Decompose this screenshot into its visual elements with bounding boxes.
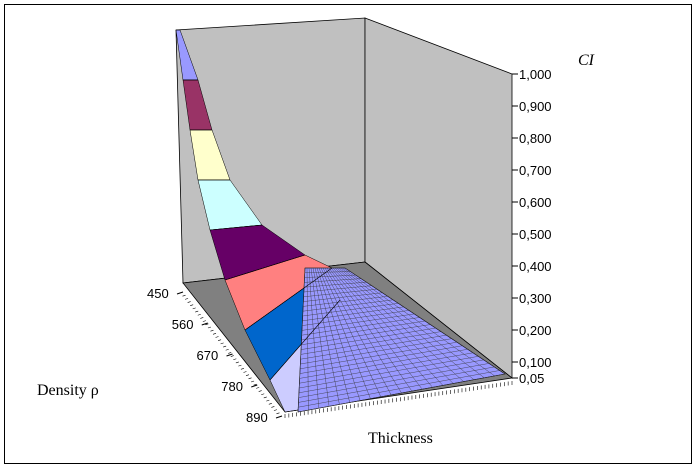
density-minor-tick <box>258 390 262 392</box>
density-tick-mark <box>226 353 233 357</box>
mesh-line <box>338 267 475 380</box>
mesh-line <box>324 267 402 394</box>
mesh-line <box>297 267 306 413</box>
density-minor-tick <box>202 320 206 322</box>
density-minor-tick <box>207 326 212 329</box>
z-tick-label: 0,700 <box>519 163 552 178</box>
z-tick-label: 1,000 <box>519 67 552 82</box>
mesh-line <box>306 267 309 411</box>
z-tick-label: 0,200 <box>519 323 552 338</box>
mesh-line <box>326 267 413 392</box>
density-minor-tick <box>276 412 280 415</box>
density-minor-tick <box>217 339 222 341</box>
ribbon-edge <box>284 409 299 413</box>
mesh-line <box>320 267 381 397</box>
ribbon-edge <box>244 267 333 331</box>
density-minor-tick <box>182 294 186 297</box>
density-tick-label: 890 <box>246 410 268 425</box>
density-minor-tick <box>248 377 252 380</box>
mesh-line <box>334 267 454 384</box>
density-minor-tick <box>243 371 247 373</box>
density-minor-tick <box>210 329 214 332</box>
z-tick-label: 0,900 <box>519 99 552 114</box>
density-tick-mark <box>251 384 258 388</box>
z-tick-label: 0,500 <box>519 227 552 242</box>
mesh-line <box>314 267 350 403</box>
mesh-line <box>318 267 371 399</box>
mesh-line <box>328 267 423 390</box>
density-minor-tick <box>184 298 189 300</box>
density-minor-tick <box>233 358 237 361</box>
mesh-line <box>308 267 319 409</box>
density-minor-tick <box>261 393 265 396</box>
density-minor-tick <box>223 345 227 348</box>
ribbon-edge <box>269 299 341 381</box>
mesh-line <box>332 267 444 386</box>
z-tick-label: 0,600 <box>519 195 552 210</box>
mesh-line <box>330 267 433 388</box>
density-minor-tick <box>263 396 267 399</box>
mesh-line <box>310 267 330 407</box>
z-tick-label: 0,05 <box>519 371 544 386</box>
density-minor-tick <box>195 310 199 313</box>
mesh-line <box>340 267 485 378</box>
density-tick-mark <box>201 322 208 326</box>
density-minor-tick <box>215 336 219 338</box>
ribbon-edge <box>224 254 306 281</box>
ribbon-edge <box>209 224 263 231</box>
density-tick-label: 560 <box>172 317 194 332</box>
density-minor-tick <box>240 368 245 370</box>
density-tick-label: 780 <box>221 379 243 394</box>
density-minor-tick <box>200 317 204 319</box>
mesh-line <box>342 267 495 377</box>
z-tick-label: 0,100 <box>519 355 552 370</box>
mesh-line <box>316 267 361 401</box>
density-minor-tick <box>230 355 234 357</box>
density-minor-tick <box>253 383 257 386</box>
density-tick-label: 450 <box>147 286 169 301</box>
density-minor-tick <box>220 342 224 345</box>
density-minor-tick <box>197 313 201 316</box>
density-minor-tick <box>187 301 191 303</box>
density-minor-tick <box>256 387 260 389</box>
x-axis-label: Density ρ <box>37 382 99 399</box>
density-minor-tick <box>245 374 250 376</box>
z-tick-label: 0,300 <box>519 291 552 306</box>
density-minor-tick <box>205 323 209 326</box>
density-tick-label: 670 <box>197 348 219 363</box>
axis-ticks: 1,000 0,900 0,800 0,700 0,600 0,500 0,400 0,300… <box>147 67 552 425</box>
density-minor-tick <box>225 348 229 351</box>
density-minor-tick <box>271 406 275 408</box>
mesh-line <box>336 267 464 382</box>
mesh-line <box>312 267 340 405</box>
density-minor-tick <box>273 409 278 411</box>
z-tick-label: 0,800 <box>519 131 552 146</box>
mesh-line <box>344 267 506 375</box>
density-minor-tick <box>179 291 184 294</box>
density-minor-tick <box>190 304 194 307</box>
density-minor-tick <box>266 399 270 402</box>
density-minor-tick <box>228 352 232 354</box>
density-minor-tick <box>238 364 242 367</box>
y-axis-label: Thickness <box>368 430 433 447</box>
density-minor-tick <box>212 333 217 335</box>
mesh-line <box>322 267 392 395</box>
density-minor-tick <box>268 402 272 405</box>
density-minor-tick <box>192 307 196 310</box>
z-axis-label: CI <box>578 52 595 69</box>
density-minor-tick <box>235 361 239 364</box>
z-tick-label: 0,400 <box>519 259 552 274</box>
density-minor-tick <box>278 415 283 418</box>
density-minor-tick <box>250 380 255 383</box>
surface-plot <box>175 29 506 413</box>
